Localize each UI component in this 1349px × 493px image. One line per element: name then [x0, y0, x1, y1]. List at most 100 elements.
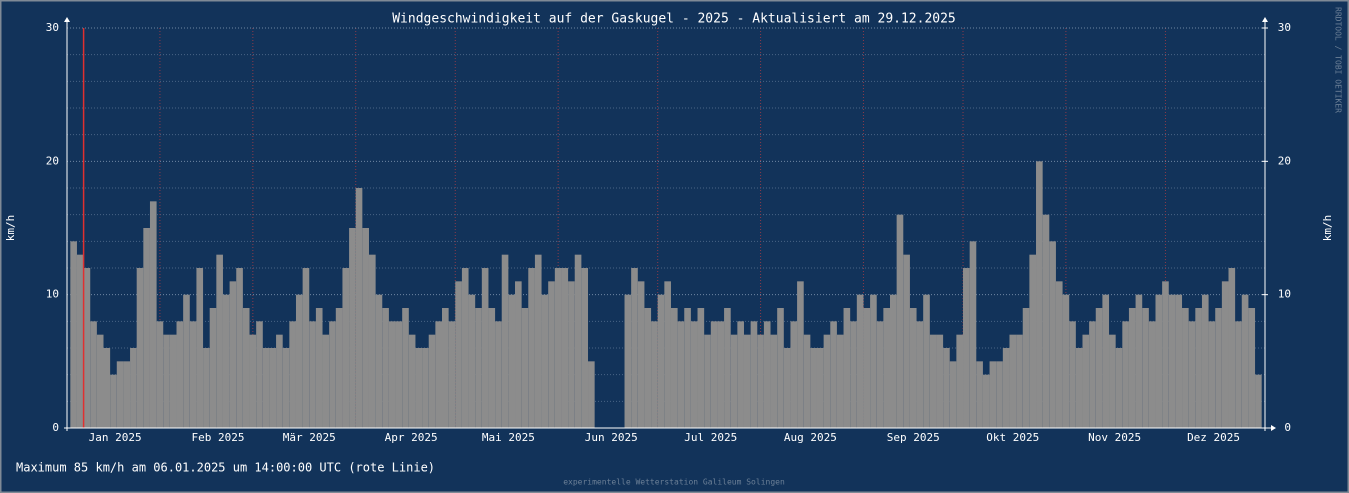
bar	[269, 348, 277, 428]
bar	[996, 361, 1003, 428]
bar	[289, 321, 296, 428]
bar	[96, 334, 104, 428]
bar	[1148, 321, 1156, 428]
bar	[309, 321, 316, 428]
bar	[1036, 161, 1043, 429]
bar	[103, 348, 111, 428]
bar	[943, 348, 950, 428]
bar	[903, 254, 910, 428]
bar	[936, 334, 944, 428]
bar	[1042, 214, 1050, 428]
bar	[481, 268, 489, 428]
bar	[534, 254, 542, 428]
bar	[355, 188, 363, 428]
bar	[816, 348, 824, 428]
bar	[870, 294, 877, 428]
x-tick-label: Apr 2025	[385, 431, 438, 444]
bar	[1128, 308, 1136, 428]
bar	[1102, 294, 1110, 428]
bar	[441, 308, 449, 428]
bar	[1062, 294, 1070, 428]
bar	[541, 294, 549, 428]
bar	[690, 321, 698, 428]
bar	[810, 348, 817, 428]
bar	[196, 268, 204, 428]
x-tick-label: Dez 2025	[1187, 431, 1240, 444]
chart-title: Windgeschwindigkeit auf der Gaskugel - 2…	[392, 12, 956, 27]
x-tick-label: Sep 2025	[887, 431, 940, 444]
bar	[368, 254, 376, 428]
bar	[916, 321, 924, 428]
y-tick-label: 0	[52, 421, 59, 434]
bar	[963, 268, 970, 428]
bar	[909, 308, 917, 428]
bar	[83, 268, 91, 428]
bar	[1221, 281, 1229, 428]
bar	[684, 308, 691, 428]
bar	[1228, 268, 1236, 428]
bar	[282, 348, 290, 428]
x-tick-label: Jan 2025	[89, 431, 142, 444]
bar	[402, 308, 409, 428]
bar	[890, 294, 897, 428]
bar	[143, 228, 150, 428]
bar	[989, 361, 997, 428]
bar	[1168, 294, 1176, 428]
bar	[262, 348, 270, 428]
arrow	[1271, 425, 1276, 431]
bar	[1115, 348, 1123, 428]
bar	[236, 268, 243, 428]
bar	[554, 268, 562, 428]
bar	[737, 321, 744, 428]
y2-tick-label: 20	[1278, 154, 1291, 167]
bar	[183, 294, 190, 428]
x-tick-label: Feb 2025	[192, 431, 245, 444]
bar	[770, 334, 778, 428]
x-tick-label: Mär 2025	[283, 431, 336, 444]
y-tick-label: 20	[46, 154, 59, 167]
bar	[382, 308, 389, 428]
bar	[929, 334, 937, 428]
y-tick-label: 10	[46, 288, 59, 301]
bar	[1049, 241, 1056, 428]
bar	[1082, 334, 1090, 428]
bar	[548, 281, 555, 428]
bar	[229, 281, 237, 428]
bar	[657, 294, 665, 428]
bar	[843, 308, 851, 428]
y2-axis-label: km/h	[1321, 215, 1334, 242]
bar	[329, 321, 336, 428]
bar	[1155, 294, 1163, 428]
bar	[830, 321, 837, 428]
bar	[697, 308, 705, 428]
bar	[823, 334, 831, 428]
bar	[856, 294, 864, 428]
bar	[982, 374, 990, 428]
y-tick-label: 30	[46, 21, 59, 34]
bar	[750, 321, 758, 428]
bar	[295, 294, 303, 428]
bar	[149, 201, 157, 428]
bar	[1109, 334, 1116, 428]
bar	[468, 294, 476, 428]
bar	[581, 268, 589, 428]
bar	[783, 348, 791, 428]
bar	[362, 228, 369, 428]
bar	[1188, 321, 1196, 428]
bar	[1162, 281, 1169, 428]
bar	[1175, 294, 1183, 428]
bar	[1235, 321, 1242, 428]
bar	[1182, 308, 1189, 428]
x-tick-label: Jul 2025	[684, 431, 737, 444]
bar	[515, 281, 522, 428]
bar	[495, 321, 502, 428]
bar	[637, 281, 645, 428]
bar	[743, 334, 751, 428]
bar	[1208, 321, 1216, 428]
bar	[631, 268, 638, 428]
bar	[435, 321, 442, 428]
bar	[1069, 321, 1076, 428]
bar	[455, 281, 462, 428]
bar	[976, 361, 983, 428]
bar	[1089, 321, 1096, 428]
